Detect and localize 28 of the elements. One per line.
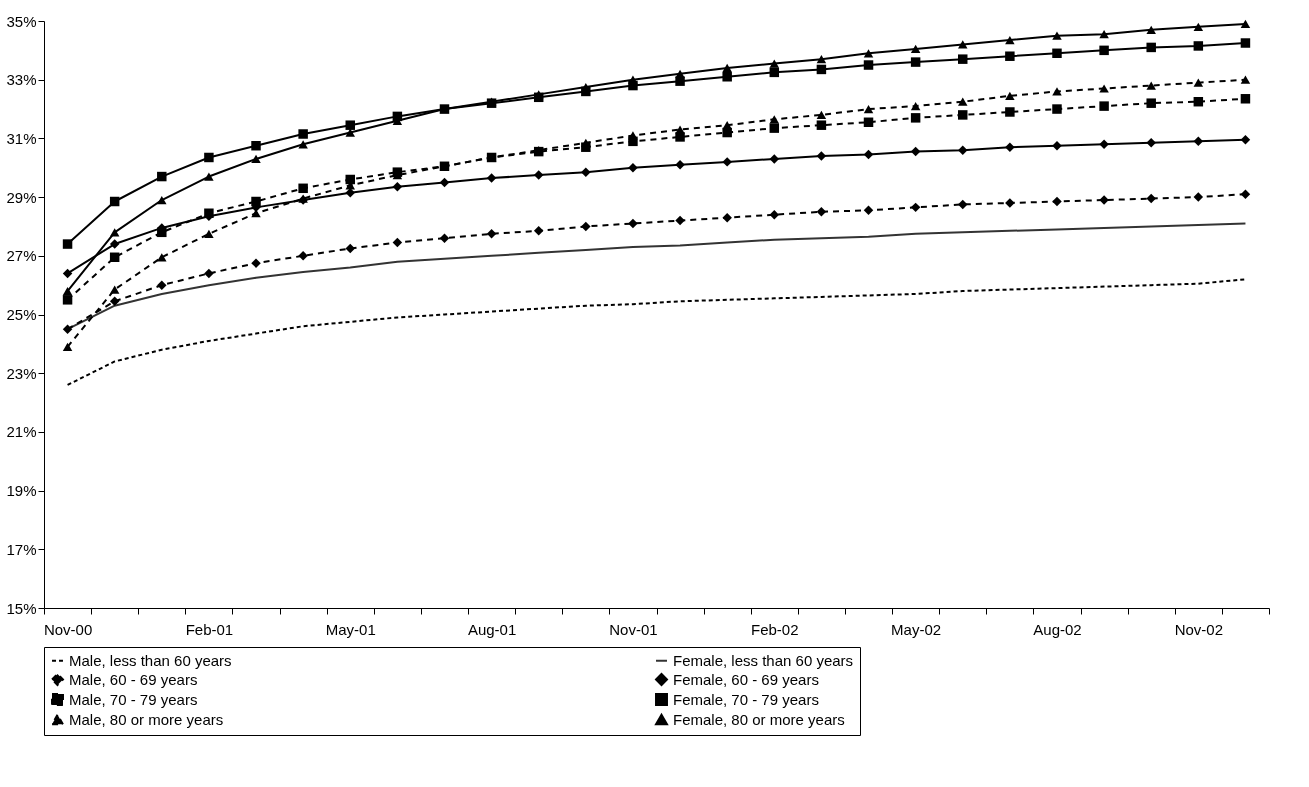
x-tick-label: May-01 [325,620,376,638]
x-tick-label: Nov-00 [43,620,93,638]
y-tick-label: 35% [6,12,37,30]
legend-label: Male, 60 - 69 years [69,670,198,688]
y-tick-label: 19% [6,482,37,500]
legend-label: Female, 80 or more years [673,710,845,728]
legend-label: Male, 80 or more years [69,710,224,728]
x-tick-label: Aug-02 [1033,620,1082,638]
y-tick-label: 25% [6,306,37,323]
x-tick-label: Nov-01 [609,620,658,638]
y-tick-label: 23% [6,364,37,382]
legend-label: Male, less than 60 years [69,651,232,669]
y-tick-label: 15% [6,599,37,617]
y-tick-label: 17% [6,540,37,558]
legend-label: Female, 60 - 69 years [673,670,819,688]
y-tick-label: 21% [6,423,37,441]
y-tick-label: 29% [6,188,37,206]
y-tick-label: 31% [6,129,37,147]
x-tick-label: Aug-01 [467,620,517,638]
x-tick-label: Feb-02 [751,620,799,638]
x-tick-label: May-02 [891,620,942,638]
legend-label: Female, 70 - 79 years [673,690,819,708]
legend-label: Female, less than 60 years [673,651,854,669]
x-tick-label: Nov-02 [1174,620,1224,638]
y-tick-label: 27% [6,247,37,265]
x-tick-label: Feb-01 [185,620,234,638]
legend-label: Male, 70 - 79 years [69,690,198,708]
y-tick-label: 33% [6,71,37,89]
